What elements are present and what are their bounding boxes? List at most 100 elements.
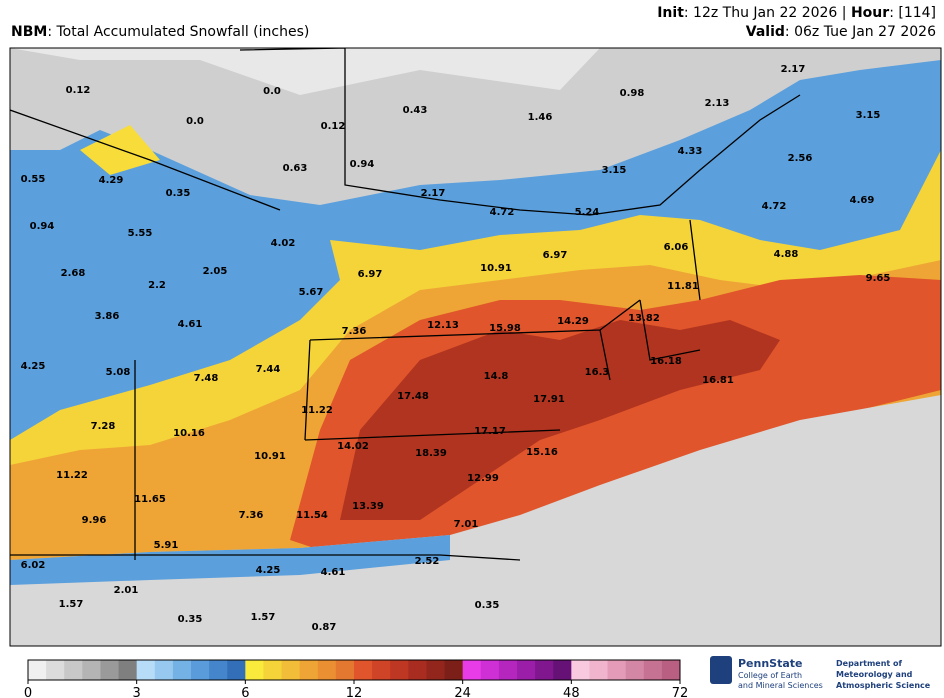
psu-college: and Mineral Sciences — [738, 681, 823, 690]
snow-value: 0.35 — [475, 600, 500, 611]
snow-value: 7.48 — [194, 373, 219, 384]
colorbar-cell — [462, 660, 482, 680]
snow-value: 2.52 — [415, 556, 440, 567]
snow-value: 1.57 — [251, 612, 276, 623]
south-blue — [10, 535, 450, 585]
colorbar-cell — [408, 660, 427, 680]
snow-value: 2.13 — [705, 98, 730, 109]
colorbar-cell — [46, 660, 65, 680]
snow-value: 2.56 — [788, 153, 813, 164]
colorbar-cell — [625, 660, 645, 680]
snow-value: 0.87 — [312, 622, 337, 633]
snow-value: 6.06 — [664, 242, 689, 253]
snow-value: 4.61 — [178, 319, 203, 330]
snow-value: 11.54 — [296, 510, 328, 521]
snow-value: 6.97 — [358, 269, 383, 280]
snow-value: 2.17 — [421, 188, 446, 199]
snow-value: 4.25 — [256, 565, 281, 576]
snow-value: 4.69 — [850, 195, 875, 206]
snow-value: 4.88 — [774, 249, 799, 260]
snow-value: 7.44 — [256, 364, 281, 375]
borders — [10, 48, 801, 561]
colorbar-tick-label: 72 — [672, 686, 689, 698]
colorbar-tick-label: 0 — [24, 686, 32, 698]
snow-value: 14.29 — [557, 316, 589, 327]
colorbar-cell — [426, 660, 446, 680]
snow-value: 12.13 — [427, 320, 459, 331]
snow-value: 6.02 — [21, 560, 46, 571]
snow-value: 4.72 — [490, 207, 515, 218]
snow-value: 4.29 — [99, 175, 124, 186]
psu-shield — [710, 656, 732, 684]
colorbar-cell — [498, 660, 518, 680]
dept-name: Meteorology and — [836, 670, 913, 679]
init-value: : 12z Thu Jan 22 2026 | — [683, 5, 851, 21]
colorbar-cell — [317, 660, 337, 680]
snow-value: 10.16 — [173, 428, 205, 439]
colorbar-cell — [281, 660, 301, 680]
snow-value: 2.68 — [61, 268, 86, 279]
snow-value: 17.91 — [533, 394, 565, 405]
colorbar-cell — [517, 660, 536, 680]
psu-name: PennState — [738, 657, 803, 670]
snow-value: 0.94 — [30, 221, 55, 232]
snow-value: 12.99 — [467, 473, 499, 484]
valid-value: : 06z Tue Jan 27 2026 — [784, 24, 936, 40]
model-name: NBM — [11, 24, 48, 40]
colorbar-cell — [535, 660, 554, 680]
snow-value: 15.16 — [526, 447, 558, 458]
colorbar-cell — [118, 660, 138, 680]
south-gray — [10, 395, 941, 646]
snow-value: 2.05 — [203, 266, 228, 277]
snow-value: 0.35 — [178, 614, 203, 625]
snow-value: 5.91 — [154, 540, 179, 551]
snow-value: 5.08 — [106, 367, 131, 378]
colorbar-cell — [154, 660, 174, 680]
snow-value: 7.36 — [342, 326, 367, 337]
colorbar-cell — [209, 660, 228, 680]
snow-value: 0.98 — [620, 88, 645, 99]
snow-value: 0.55 — [21, 174, 46, 185]
snow-value: 4.72 — [762, 201, 787, 212]
snow-value: 9.65 — [866, 273, 891, 284]
snow-value: 5.55 — [128, 228, 153, 239]
snow-value: 7.01 — [454, 519, 479, 530]
snow-value: 4.61 — [321, 567, 346, 578]
snow-value: 11.22 — [301, 405, 333, 416]
colorbar-cell — [245, 660, 264, 680]
snow-value: 0.0 — [186, 116, 204, 127]
init-label: Init — [657, 5, 684, 21]
dark-red-core — [340, 320, 780, 520]
colorbar-cell — [553, 660, 572, 680]
snow-value: 11.65 — [134, 494, 166, 505]
snow-value: 14.02 — [337, 441, 369, 452]
snow-value: 17.48 — [397, 391, 429, 402]
snow-value: 14.8 — [484, 371, 509, 382]
colorbar-cell — [335, 660, 355, 680]
yellow-patch — [80, 125, 160, 175]
snow-value: 5.24 — [575, 207, 600, 218]
colorbar-tick-label: 6 — [241, 686, 249, 698]
hour-value: : [114] — [889, 5, 936, 21]
snow-value: 5.67 — [299, 287, 324, 298]
snow-value: 3.15 — [856, 110, 881, 121]
valid-label: Valid — [745, 24, 785, 40]
snow-value: 3.15 — [602, 165, 627, 176]
colorbar-cell — [172, 660, 192, 680]
colorbar-tick-label: 3 — [133, 686, 141, 698]
colorbar-cell — [571, 660, 590, 680]
snow-value: 2.2 — [148, 280, 166, 291]
colorbar-tick-label: 12 — [346, 686, 363, 698]
snow-value: 17.17 — [474, 426, 506, 437]
snow-value: 1.57 — [59, 599, 84, 610]
valid-line: Valid: 06z Tue Jan 27 2026 — [746, 24, 936, 40]
colorbar-tick-label: 48 — [563, 686, 580, 698]
dept-name: Department of — [836, 659, 903, 668]
title-text: : Total Accumulated Snowfall (inches) — [47, 24, 310, 40]
colorbar-cell — [263, 660, 283, 680]
colorbar-cell — [100, 660, 120, 680]
colorbar-cell — [444, 660, 464, 680]
snow-value: 13.82 — [628, 313, 660, 324]
snow-value: 2.01 — [114, 585, 139, 596]
